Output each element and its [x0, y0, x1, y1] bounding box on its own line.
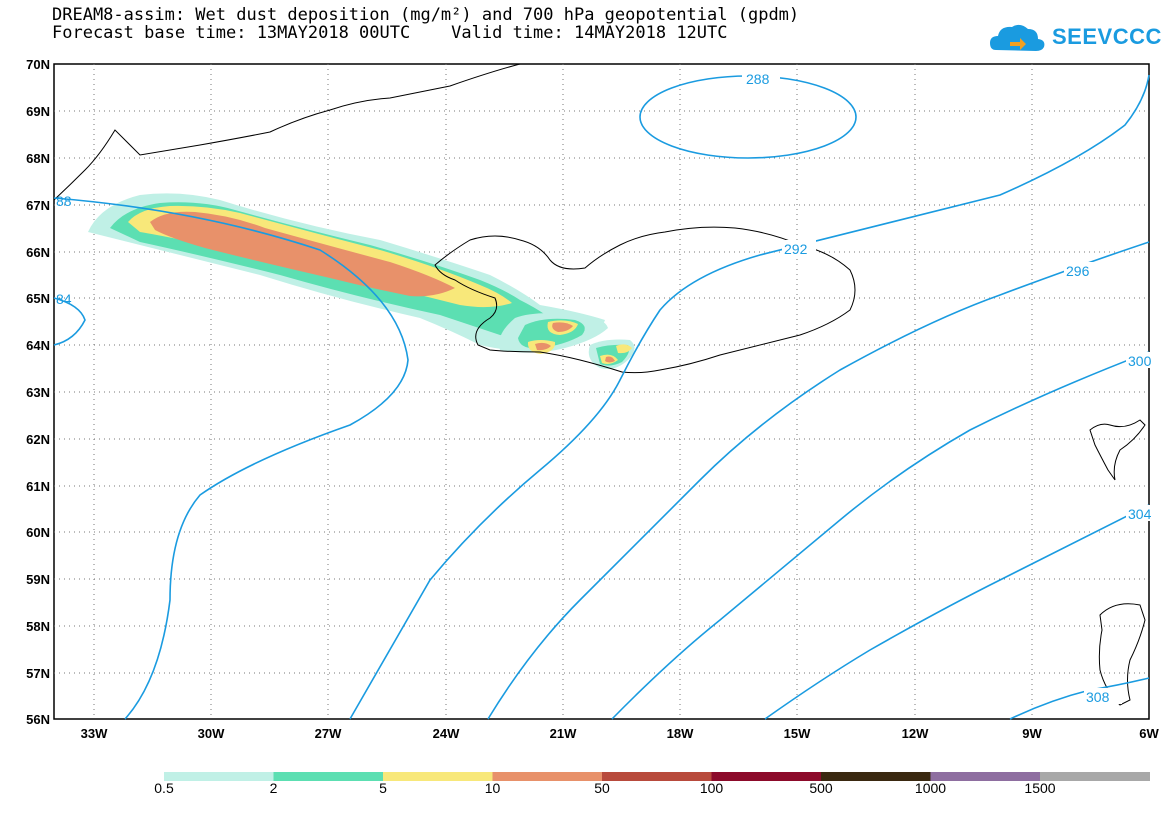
- lat-label: 70N: [26, 57, 50, 72]
- legend-swatch: [1040, 772, 1150, 781]
- geopotential-contours: [53, 74, 1150, 720]
- lat-label: 61N: [26, 479, 50, 494]
- lon-label: 18W: [667, 726, 694, 741]
- contour-296: [487, 241, 1150, 720]
- contour-label-308: 308: [1086, 689, 1110, 705]
- lat-label: 59N: [26, 572, 50, 587]
- lon-label: 30W: [198, 726, 225, 741]
- legend-label: 1500: [1024, 780, 1056, 796]
- lon-label: 21W: [550, 726, 577, 741]
- lat-label: 68N: [26, 151, 50, 166]
- contour-label-288: 288: [746, 71, 770, 87]
- map-frame: [53, 63, 1150, 720]
- lat-label: 58N: [26, 619, 50, 634]
- legend-swatch: [930, 772, 1041, 781]
- lon-label: 24W: [433, 726, 460, 741]
- contour-284: [53, 297, 86, 346]
- coastline: [53, 63, 1146, 706]
- contour-304: [764, 504, 1150, 720]
- legend-swatch: [164, 772, 274, 781]
- legend-swatch: [492, 772, 603, 781]
- legend-label: 500: [809, 780, 833, 796]
- contour-label-284: 84: [56, 291, 72, 307]
- legend-label: 10: [484, 780, 501, 796]
- lat-label: 62N: [26, 432, 50, 447]
- legend-label: 1000: [914, 780, 947, 796]
- legend-swatch: [383, 772, 493, 781]
- lon-label: 27W: [315, 726, 342, 741]
- legend-swatch: [273, 772, 384, 781]
- dust-fill-region: [535, 342, 551, 351]
- legend-swatch: [711, 772, 822, 781]
- lon-label: 15W: [784, 726, 811, 741]
- contour-292: [349, 74, 1150, 720]
- map-title: DREAM8-assim: Wet dust deposition (mg/m²…: [52, 5, 800, 25]
- legend-swatch: [602, 772, 712, 781]
- legend-swatch: [821, 772, 931, 781]
- lon-label: 9W: [1022, 726, 1042, 741]
- contour-label-288-west: 88: [56, 193, 72, 209]
- latitude-labels: 70N 69N 68N 67N 66N 65N 64N 63N 62N 61N …: [26, 57, 50, 727]
- legend-label: 5: [379, 780, 387, 796]
- lat-label: 66N: [26, 245, 50, 260]
- graticule: [54, 64, 1149, 719]
- dust-fill-region: [605, 356, 615, 363]
- contour-label-296: 296: [1066, 263, 1090, 279]
- longitude-labels: 33W 30W 27W 24W 21W 18W 15W 12W 9W 6W: [81, 726, 1160, 741]
- contour-label-304: 304: [1128, 506, 1152, 522]
- legend-label: 100: [699, 780, 724, 796]
- lat-label: 57N: [26, 666, 50, 681]
- lat-label: 64N: [26, 338, 50, 353]
- contour-labels: 288 292 296 300 304 308 84 88: [56, 71, 1152, 705]
- dust-fill-region: [616, 344, 632, 354]
- lat-label: 60N: [26, 525, 50, 540]
- legend-label: 2: [269, 780, 278, 796]
- forecast-times: Forecast base time: 13MAY2018 00UTC Vali…: [52, 23, 728, 43]
- dust-fill-region: [552, 322, 573, 332]
- logo-text: SEEVCCC: [1052, 24, 1162, 49]
- dust-deposition-fill: [88, 193, 635, 369]
- dust-fill-region: [150, 211, 455, 297]
- lon-label: 12W: [902, 726, 929, 741]
- lat-label: 67N: [26, 198, 50, 213]
- lat-label: 65N: [26, 291, 50, 306]
- cloud-icon: [990, 24, 1045, 51]
- legend-label: 0.5: [154, 780, 174, 796]
- lon-label: 33W: [81, 726, 108, 741]
- contour-label-292: 292: [784, 241, 808, 257]
- lon-label: 6W: [1139, 726, 1159, 741]
- color-legend: [164, 772, 1150, 781]
- legend-label: 50: [594, 780, 610, 796]
- lat-label: 63N: [26, 385, 50, 400]
- lat-label: 69N: [26, 104, 50, 119]
- contour-label-300: 300: [1128, 353, 1152, 369]
- contour-288-west: [53, 197, 409, 720]
- contour-300: [611, 351, 1150, 720]
- lat-label: 56N: [26, 712, 50, 727]
